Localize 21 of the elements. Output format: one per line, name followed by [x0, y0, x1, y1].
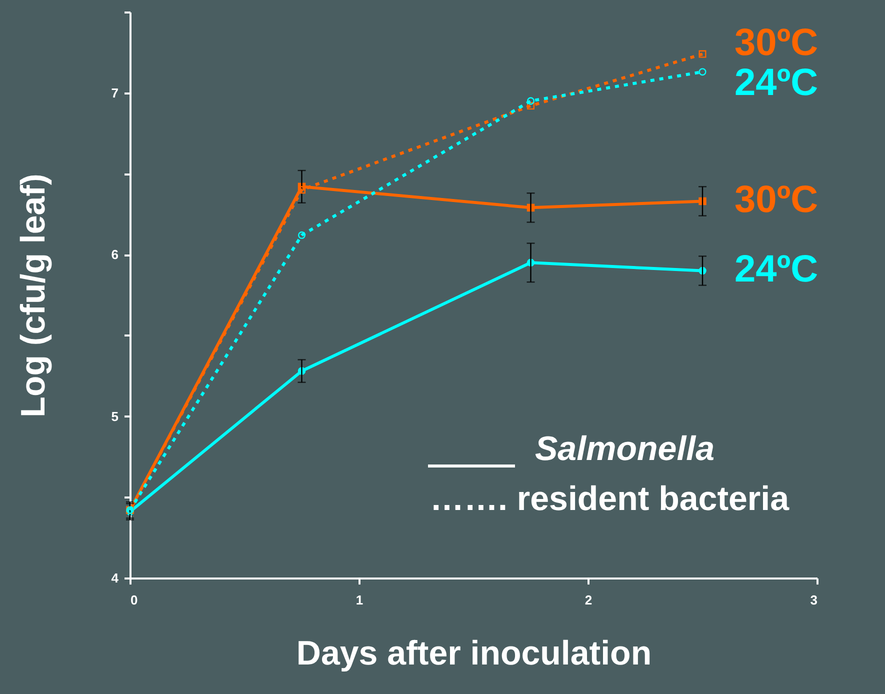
point [698, 50, 706, 58]
y-tick-label: 5 [111, 408, 118, 424]
point [698, 68, 706, 76]
series-label: 30ºC [734, 179, 818, 222]
y-tick-label: 7 [111, 85, 118, 100]
series-label: 30ºC [734, 22, 818, 64]
x-tick-label: 0 [130, 592, 138, 608]
series-label: 24ºC [734, 62, 818, 104]
x-tick-label: 2 [584, 592, 592, 608]
annotation: ……. resident bacteria [430, 480, 790, 518]
point [526, 102, 535, 110]
x-tick-label: 1 [356, 592, 364, 608]
y-tick-label: 6 [111, 247, 118, 262]
point [298, 231, 306, 239]
series-label: 24ºC [734, 248, 818, 291]
y-tick-label: 4 [111, 570, 120, 586]
x-axis-title: Days after inoculation [296, 634, 652, 672]
y-axis-title: Log (cfu/g leaf) [14, 174, 52, 418]
point [526, 97, 535, 105]
x-tick-label: 3 [810, 592, 818, 608]
annotation: Salmonella [535, 430, 715, 468]
